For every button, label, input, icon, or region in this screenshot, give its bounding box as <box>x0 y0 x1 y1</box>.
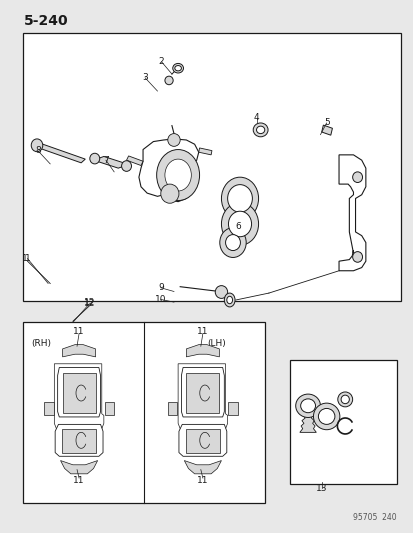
Polygon shape <box>186 373 219 413</box>
Text: 12: 12 <box>83 299 95 308</box>
Ellipse shape <box>300 399 315 413</box>
Ellipse shape <box>31 139 43 152</box>
Ellipse shape <box>352 252 362 262</box>
Text: 10: 10 <box>154 295 166 304</box>
Text: 11: 11 <box>73 476 85 484</box>
Polygon shape <box>36 143 85 163</box>
Text: 2: 2 <box>159 58 164 66</box>
Ellipse shape <box>167 134 180 147</box>
Text: 6: 6 <box>235 222 240 231</box>
Polygon shape <box>62 345 95 357</box>
Ellipse shape <box>227 184 252 212</box>
Polygon shape <box>93 157 128 168</box>
Text: 1: 1 <box>22 254 27 263</box>
Polygon shape <box>55 424 103 456</box>
Ellipse shape <box>121 161 131 171</box>
Text: 7: 7 <box>103 156 109 165</box>
Ellipse shape <box>172 63 183 73</box>
Text: 5: 5 <box>323 118 329 127</box>
Ellipse shape <box>215 286 227 298</box>
Text: 3: 3 <box>142 73 147 82</box>
Ellipse shape <box>340 395 349 403</box>
Polygon shape <box>181 368 224 417</box>
Polygon shape <box>338 155 365 271</box>
Polygon shape <box>184 461 221 474</box>
Text: 11: 11 <box>197 327 208 336</box>
Text: 8: 8 <box>35 146 40 155</box>
Ellipse shape <box>226 296 232 304</box>
Ellipse shape <box>228 211 251 237</box>
Polygon shape <box>321 125 332 135</box>
Ellipse shape <box>156 150 199 200</box>
Polygon shape <box>60 461 97 474</box>
Polygon shape <box>54 364 104 429</box>
Polygon shape <box>178 364 227 429</box>
Text: 1: 1 <box>25 254 30 263</box>
Text: 9: 9 <box>157 283 163 292</box>
Ellipse shape <box>337 392 352 407</box>
Ellipse shape <box>219 228 246 257</box>
Text: (RH): (RH) <box>31 339 52 348</box>
Text: 95705  240: 95705 240 <box>352 513 396 522</box>
Text: 11: 11 <box>73 327 85 336</box>
Ellipse shape <box>313 403 339 430</box>
Bar <box>289 360 396 484</box>
Polygon shape <box>126 156 143 165</box>
Bar <box>23 33 400 301</box>
Polygon shape <box>178 424 226 456</box>
Ellipse shape <box>164 76 173 85</box>
Text: 5-240: 5-240 <box>23 14 68 28</box>
Ellipse shape <box>225 235 240 251</box>
Text: 4: 4 <box>253 113 259 122</box>
Text: 12: 12 <box>83 298 95 307</box>
Polygon shape <box>139 139 198 201</box>
Text: 13: 13 <box>315 483 327 492</box>
Ellipse shape <box>164 159 191 191</box>
Ellipse shape <box>256 126 264 134</box>
Polygon shape <box>299 415 316 432</box>
Polygon shape <box>167 402 177 415</box>
Text: (LH): (LH) <box>206 339 225 348</box>
Polygon shape <box>62 429 96 453</box>
Ellipse shape <box>253 123 268 137</box>
Ellipse shape <box>318 408 334 424</box>
Ellipse shape <box>295 394 320 417</box>
Ellipse shape <box>221 177 258 220</box>
Polygon shape <box>44 402 53 415</box>
Polygon shape <box>198 148 211 155</box>
Polygon shape <box>228 402 237 415</box>
Polygon shape <box>62 373 95 413</box>
Ellipse shape <box>352 172 362 182</box>
Polygon shape <box>104 402 114 415</box>
Bar <box>23 322 264 503</box>
Ellipse shape <box>160 184 178 203</box>
Polygon shape <box>185 429 220 453</box>
Polygon shape <box>57 368 100 417</box>
Ellipse shape <box>224 293 235 307</box>
Ellipse shape <box>90 154 100 164</box>
Ellipse shape <box>221 203 258 245</box>
Ellipse shape <box>174 66 181 71</box>
Polygon shape <box>186 345 219 357</box>
Text: 11: 11 <box>197 476 208 484</box>
